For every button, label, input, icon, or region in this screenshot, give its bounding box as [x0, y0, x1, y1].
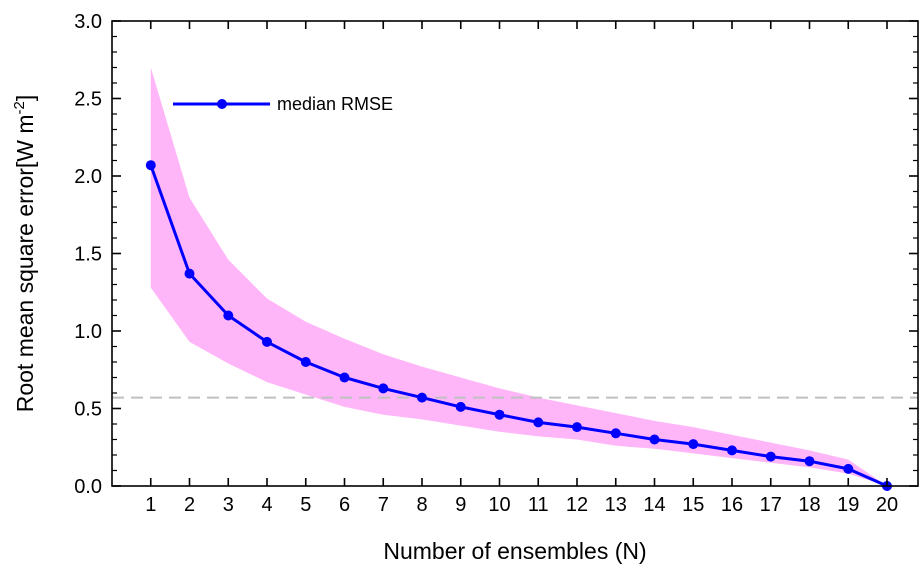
x-tick-label: 14 — [643, 494, 665, 516]
data-point — [533, 417, 544, 428]
x-tick-label: 11 — [528, 494, 549, 516]
data-point — [649, 434, 660, 445]
legend-label: median RMSE — [277, 94, 393, 114]
x-tick-label: 7 — [378, 494, 389, 516]
x-tick-label: 2 — [184, 494, 195, 516]
data-point — [765, 451, 776, 462]
uncertainty-band-layer — [150, 67, 888, 486]
x-tick-label: 8 — [416, 494, 427, 516]
data-point — [572, 422, 582, 433]
data-point — [145, 160, 156, 171]
y-axis-title: Root mean square error[W m-2] — [11, 95, 38, 413]
data-point — [417, 392, 427, 403]
data-point — [262, 336, 272, 347]
y-axis-title-close: ] — [12, 95, 38, 101]
y-tick-label: 2.0 — [74, 166, 102, 188]
y-axis-ticks: 0.0 0.5 1.0 1.5 2.0 2.5 3.0 — [74, 11, 918, 498]
data-point — [378, 383, 389, 394]
uncertainty-band — [150, 67, 888, 486]
data-point — [804, 456, 815, 467]
legend: median RMSE — [173, 94, 393, 114]
data-point — [455, 401, 466, 412]
y-tick-label: 0.5 — [74, 399, 102, 421]
x-tick-label: 16 — [721, 494, 743, 516]
x-tick-label: 9 — [455, 494, 466, 516]
x-tick-label: 17 — [760, 494, 782, 516]
y-tick-label: 1.5 — [74, 244, 102, 266]
data-point — [843, 463, 854, 474]
data-point — [610, 428, 621, 439]
series-line-layer — [149, 164, 888, 488]
x-tick-label: 18 — [798, 494, 820, 516]
data-point — [339, 372, 350, 383]
x-tick-label: 4 — [261, 494, 272, 516]
x-tick-label: 3 — [223, 494, 234, 516]
x-tick-label: 10 — [488, 494, 510, 516]
y-tick-label: 0.0 — [74, 476, 102, 498]
y-axis-title-main: Root mean square error[W m — [12, 114, 38, 412]
y-tick-label: 3.0 — [74, 11, 102, 33]
data-point — [727, 445, 737, 456]
x-tick-label: 12 — [566, 494, 588, 516]
legend-marker-swatch — [217, 99, 227, 109]
x-tick-label: 6 — [339, 494, 350, 516]
data-point — [223, 310, 234, 321]
x-tick-label: 20 — [876, 494, 898, 516]
x-tick-label: 5 — [300, 494, 311, 516]
data-point — [688, 439, 699, 450]
data-point — [184, 268, 195, 279]
x-tick-label: 1 — [145, 494, 156, 516]
series-line — [149, 164, 888, 488]
data-points-layer — [145, 160, 892, 491]
x-tick-label: 19 — [837, 494, 859, 516]
x-axis-ticks: 1 2 3 4 5 6 7 8 9 10 11 12 13 14 15 16 17 18 19 20 — [145, 21, 898, 516]
y-tick-label: 1.0 — [74, 321, 102, 343]
x-axis-title: Number of ensembles (N) — [383, 538, 646, 564]
data-point — [300, 357, 311, 367]
y-tick-label: 2.5 — [74, 89, 102, 111]
data-point — [494, 409, 505, 420]
x-tick-label: 15 — [682, 494, 704, 516]
y-axis-title-superscript: -2 — [11, 101, 28, 114]
x-tick-label: 13 — [605, 494, 627, 516]
